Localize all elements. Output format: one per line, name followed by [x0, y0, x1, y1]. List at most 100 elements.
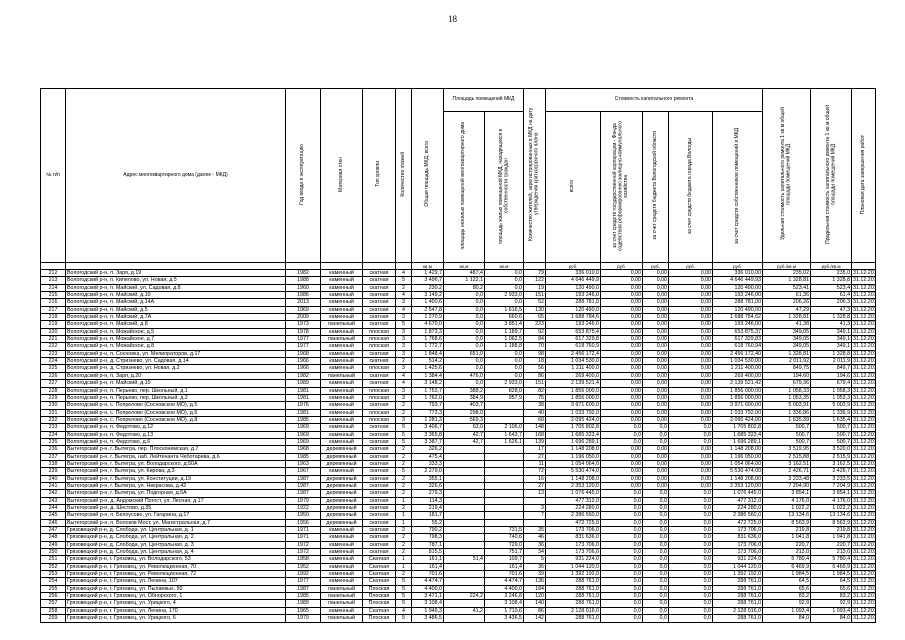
- cell-wall-material: каменный: [320, 555, 363, 564]
- cell-limit-cost: 219,8: [810, 526, 853, 535]
- cell-roof-type: Скатная: [362, 577, 396, 586]
- cell-area-nonres: [443, 577, 485, 586]
- cell-num: 241: [40, 481, 66, 491]
- cell-cost-region: 0,00: [642, 481, 669, 491]
- cell-floors: 1: [395, 511, 412, 520]
- cell-cost-total: 477 312,0: [545, 496, 601, 506]
- cell-unit-cost: 47,29: [762, 305, 812, 315]
- cell-cost-fund: 0,00: [600, 342, 643, 351]
- cell-area-nonres: [443, 511, 485, 520]
- cell-cost-total: 288 781,0: [545, 298, 601, 307]
- cell-cost-region: 0,00: [642, 393, 669, 403]
- col-header-date: Плановая дата завершения работ: [851, 88, 877, 263]
- cell-num: 228: [40, 386, 66, 395]
- cell-unit-cost: 1 041,8: [762, 533, 812, 542]
- cell-area-nonres: 298,0: [443, 408, 485, 417]
- cell-area-res: [484, 511, 524, 520]
- cell-cost-owners: 1 211 400,00: [711, 364, 764, 373]
- cell-people: 70: [523, 342, 546, 351]
- table-row: 251 Грязовецкий р-н, г. Грязовец, ул. Вол…: [40, 555, 877, 564]
- cell-roof-type: Скатная: [362, 606, 396, 616]
- col-header-year: Год ввода в эксплуатацию: [285, 88, 321, 263]
- cell-unit-cost: 206,26: [762, 298, 812, 307]
- cell-address: Вологодский р-н, п. Майский, д.8: [65, 320, 286, 329]
- cell-cost-local: 0,0: [668, 562, 713, 572]
- cell-cost-fund: 0,0: [600, 614, 643, 623]
- cell-year: 1981: [285, 386, 321, 395]
- cell-address: Вытегорский р-н, г. Вытегра, пер. Плоско…: [65, 445, 286, 454]
- cell-roof-type: скатная: [362, 496, 396, 506]
- cell-wall-material: каменный: [320, 393, 363, 403]
- cell-cost-total: 288 761,0: [545, 577, 601, 586]
- cell-people: 184: [523, 584, 546, 594]
- cell-people: 35: [523, 526, 546, 535]
- cell-address: Вологодский р-н, с. Попрелово (Сосновско…: [65, 401, 286, 410]
- unit-cell: [40, 262, 66, 270]
- cell-area-res: [484, 415, 524, 425]
- cell-cost-region: 0,00: [642, 364, 669, 373]
- cell-year: 1950: [285, 511, 321, 520]
- cell-area-total: 3 365,8: [411, 430, 444, 439]
- cell-wall-material: каменный: [320, 313, 363, 322]
- cell-floors: 3: [395, 298, 412, 307]
- cell-num: 259: [40, 614, 66, 623]
- cell-roof-type: плоская: [362, 327, 396, 337]
- cell-wall-material: каменный: [320, 570, 363, 579]
- cell-cost-total: 617 329,8: [545, 335, 601, 344]
- cell-unit-cost: 500,7: [762, 430, 812, 439]
- unit-cell: руб.: [668, 262, 713, 270]
- cell-cost-region: 0,0: [642, 599, 669, 608]
- cell-cost-local: 0,00: [668, 342, 713, 351]
- cell-cost-owners: 173 706,0: [711, 526, 764, 535]
- cell-area-nonres: 476,0: [443, 371, 485, 381]
- cell-completion-date: 31.12.2017: [851, 379, 877, 388]
- cell-area-nonres: [443, 570, 485, 579]
- cell-unit-cost: 3 162,51: [762, 459, 812, 469]
- cell-people: 75: [523, 393, 546, 403]
- cell-floors: 2: [395, 401, 412, 410]
- cell-num: 212: [40, 268, 66, 278]
- cell-cost-fund: 0,00: [600, 386, 643, 395]
- cell-area-total: 793,7: [411, 401, 444, 410]
- cell-completion-date: 31.12.2017: [851, 489, 877, 498]
- cell-unit-cost: 1 328,81: [762, 313, 812, 322]
- cell-unit-cost: 41,38: [762, 320, 812, 329]
- cell-roof-type: Скатная: [362, 570, 396, 579]
- cell-cost-total: 1 054 064,0: [545, 459, 601, 469]
- table-row: 243 Вытегорский р-н, д. Андомский Погост,…: [40, 496, 877, 506]
- cell-num: 258: [40, 606, 66, 616]
- cell-completion-date: 31.12.2017: [851, 371, 877, 381]
- cell-completion-date: 31.12.2017: [851, 518, 877, 528]
- cell-area-nonres: [443, 548, 485, 557]
- cell-limit-cost: 84,0: [810, 614, 853, 623]
- cell-unit-cost: 92,9: [762, 599, 812, 608]
- cell-year: 1978: [285, 327, 321, 337]
- cell-floors: 1: [395, 518, 412, 528]
- cell-wall-material: панельный: [320, 599, 363, 608]
- cell-num: 253: [40, 570, 66, 579]
- cell-cost-region: 0,00: [642, 276, 669, 285]
- cell-floors: 5: [395, 467, 412, 476]
- cell-year: 1982: [285, 371, 321, 381]
- cell-limit-cost: 194,6: [810, 371, 853, 381]
- cell-completion-date: 31.12.2017: [851, 577, 877, 586]
- cell-num: 218: [40, 313, 66, 322]
- cell-cost-owners: 2 128 016,0: [711, 606, 764, 616]
- cell-completion-date: 31.12.2017: [851, 562, 877, 572]
- cell-limit-cost: 64,5: [810, 577, 853, 586]
- cell-area-nonres: [443, 445, 485, 454]
- cell-area-nonres: 1 122,1: [443, 276, 485, 285]
- cell-cost-total: 1 856 000,0: [545, 393, 601, 403]
- cell-roof-type: скатная: [362, 540, 396, 550]
- cell-unit-cost: 523,41: [762, 283, 812, 293]
- cell-unit-cost: 1 058,33: [762, 386, 812, 395]
- cell-wall-material: панельный: [320, 584, 363, 594]
- col-header-floors: Количество этажей: [395, 88, 412, 263]
- cell-area-total: 787,1: [411, 540, 444, 550]
- cell-floors: 2: [395, 459, 412, 469]
- cell-area-total: 161,4: [411, 562, 444, 572]
- cell-year: 1985: [285, 452, 321, 461]
- cell-floors: 3: [395, 393, 412, 403]
- cell-year: 1987: [285, 474, 321, 483]
- cell-people: 82: [523, 386, 546, 395]
